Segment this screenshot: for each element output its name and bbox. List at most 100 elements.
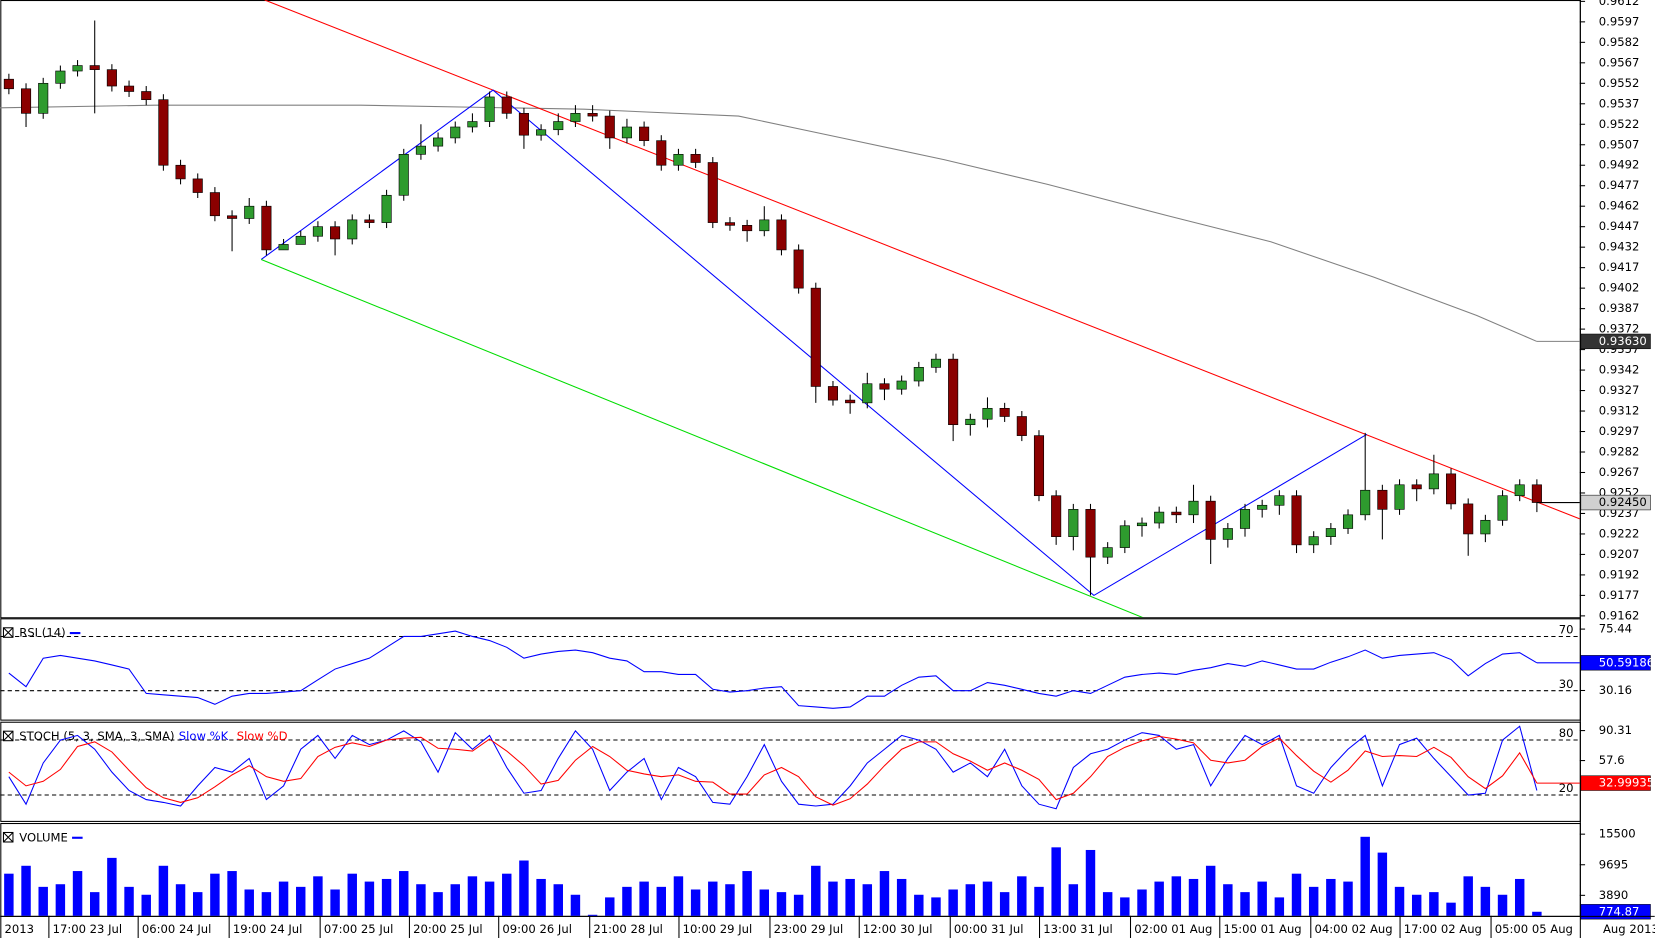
volume-bar <box>89 892 100 916</box>
volume-bar <box>1480 886 1491 916</box>
candle-body <box>1119 525 1130 548</box>
candle-body <box>1342 514 1354 529</box>
y-tick-label: 15500 <box>1599 827 1636 841</box>
last-value-bg <box>1580 775 1651 791</box>
candle-body <box>192 178 203 193</box>
volume-bar <box>107 857 117 916</box>
volume-bar <box>1308 886 1319 916</box>
x-tick-label: 04:00 02 Aug <box>1314 922 1392 936</box>
volume-bar <box>776 892 787 916</box>
candle-body <box>1308 536 1319 546</box>
last-value: 32.99935 <box>1599 776 1654 790</box>
candle-body <box>1428 473 1439 490</box>
volume-bar <box>605 897 615 916</box>
volume-bar <box>622 886 632 916</box>
y-tick-label: 0.9372 <box>1599 322 1640 336</box>
candle-body <box>1325 528 1336 537</box>
candle-body <box>913 367 924 382</box>
y-tick-label: 0.9222 <box>1599 526 1640 540</box>
y-tick-label: 0.9462 <box>1599 199 1640 213</box>
y-tick-label: 0.9612 <box>1599 0 1640 8</box>
panel-title: STOCH (5, 3, SMA, 3, SMA) <box>19 729 174 743</box>
volume-bar <box>639 881 649 916</box>
end-label: 0.93630 <box>1599 334 1647 348</box>
candle-body <box>398 153 409 196</box>
candle-body <box>209 192 220 217</box>
candle-body <box>1102 547 1113 558</box>
candle-body <box>982 407 993 420</box>
x-tick-label: 15:00 01 Aug <box>1223 922 1301 936</box>
volume-bar <box>828 881 838 916</box>
candle-body <box>1480 519 1491 535</box>
series-line <box>8 735 1538 806</box>
candle-body <box>261 205 272 251</box>
candle-body <box>621 126 632 139</box>
candle-body <box>553 121 564 131</box>
volume-bar <box>364 881 375 916</box>
series-line <box>8 630 1538 709</box>
x-tick-label: 02:00 01 Aug <box>1134 922 1212 936</box>
close-icon-cross <box>3 730 14 742</box>
y-tick-label: 0.9402 <box>1599 281 1640 295</box>
candle-body <box>810 287 821 387</box>
x-end-label: Aug 2013 <box>1603 922 1655 936</box>
volume-bar <box>4 873 14 916</box>
x-tick-label: 20:00 25 Jul <box>413 922 483 936</box>
candle-body <box>639 126 650 141</box>
candle-body <box>1085 509 1096 558</box>
y-tick-label: 75.44 <box>1599 622 1632 636</box>
x-tick-label: 19:00 24 Jul <box>233 922 303 936</box>
y-tick-label: 0.9597 <box>1599 14 1640 28</box>
close-icon-cross <box>3 627 14 638</box>
candle-body <box>1377 489 1388 510</box>
volume-bar <box>313 876 323 916</box>
volume-bar <box>896 878 907 916</box>
candle-body <box>278 244 289 251</box>
candle-body <box>106 69 117 87</box>
candle-body <box>1051 495 1062 537</box>
candle-body <box>1188 500 1199 516</box>
legend-entry: Slow %D <box>237 729 288 743</box>
candle-body <box>1394 484 1405 510</box>
candle-body <box>1016 416 1027 436</box>
volume-bar <box>1137 889 1147 916</box>
volume-bar <box>433 892 443 916</box>
candle-body <box>604 115 615 139</box>
candle-body <box>295 235 306 245</box>
y-tick-label: 90.31 <box>1599 723 1632 737</box>
candle-body <box>1154 511 1165 524</box>
candle-body <box>1239 509 1251 529</box>
volume-bar <box>519 860 529 916</box>
panel-title: VOLUME <box>19 830 68 844</box>
y-tick-label: 0.9507 <box>1599 137 1640 151</box>
candle-body <box>312 226 323 237</box>
candle-body <box>536 129 547 136</box>
y-tick-label: 0.9327 <box>1599 383 1640 397</box>
candle-body <box>879 383 890 390</box>
overlay-line <box>261 258 1144 618</box>
candle-body <box>707 162 718 223</box>
candle-body <box>656 140 667 166</box>
y-tick-label: 0.9477 <box>1599 178 1640 192</box>
close-icon-cross <box>3 832 14 843</box>
volume-bar <box>725 884 735 916</box>
candle-body <box>827 386 839 401</box>
y-tick-label: 0.9417 <box>1599 260 1640 274</box>
candle-body <box>21 88 32 114</box>
y-tick-label: 0.9387 <box>1599 301 1640 315</box>
volume-bar <box>673 876 684 916</box>
candle-body <box>89 65 100 70</box>
candle-body <box>330 226 341 240</box>
volume-bar <box>330 889 340 916</box>
x-tick-label: 2013 <box>5 922 35 936</box>
candle-body <box>1257 504 1268 510</box>
volume-bar <box>450 884 460 916</box>
last-value: 774.87 <box>1599 904 1640 918</box>
x-tick-label: 09:00 26 Jul <box>502 922 572 936</box>
candle-body <box>467 121 478 128</box>
volume-bar <box>467 876 478 916</box>
candle-body <box>724 222 735 226</box>
volume-bar <box>1446 902 1456 916</box>
y-tick-label: 0.9582 <box>1599 35 1640 49</box>
candle-body <box>1497 495 1508 521</box>
